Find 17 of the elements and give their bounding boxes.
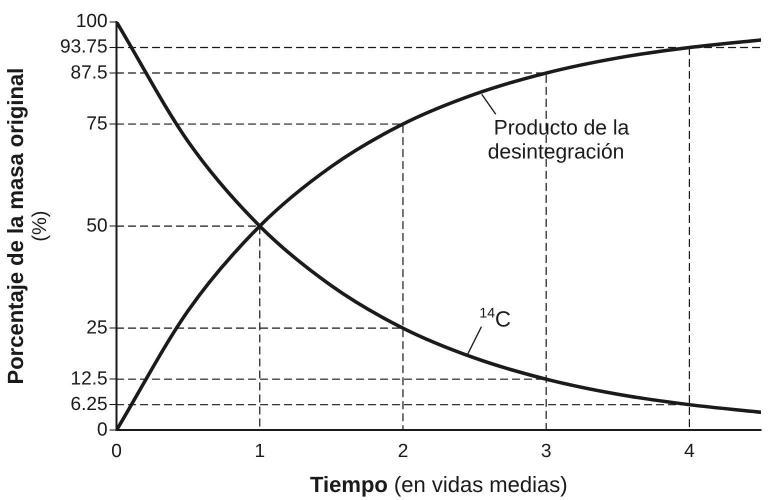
y-tick-label: 25 — [86, 317, 108, 338]
x-tick-label: 0 — [111, 440, 122, 462]
x-tick-label: 3 — [540, 440, 552, 462]
y-tick-label: 0 — [96, 419, 108, 440]
x-tick-label: 4 — [684, 440, 696, 462]
y-tick-label: 50 — [86, 215, 108, 236]
x-tick-label: 2 — [398, 440, 408, 462]
y-tick-label: 12.5 — [70, 368, 108, 390]
y-tick-label: 75 — [86, 113, 108, 134]
x-axis-title: Tiempo (en vidas medias) — [310, 472, 568, 497]
x-tick-label: 1 — [254, 440, 266, 462]
y-axis-title: Porcentaje de la masa original (%) — [3, 68, 51, 384]
annotation: Producto de la desintegración — [488, 116, 630, 164]
y-tick-label: 6.25 — [70, 394, 108, 415]
y-tick-label: 100 — [76, 11, 108, 32]
y-tick-label: 87.5 — [70, 62, 108, 84]
y-tick-label: 93.75 — [60, 36, 108, 58]
